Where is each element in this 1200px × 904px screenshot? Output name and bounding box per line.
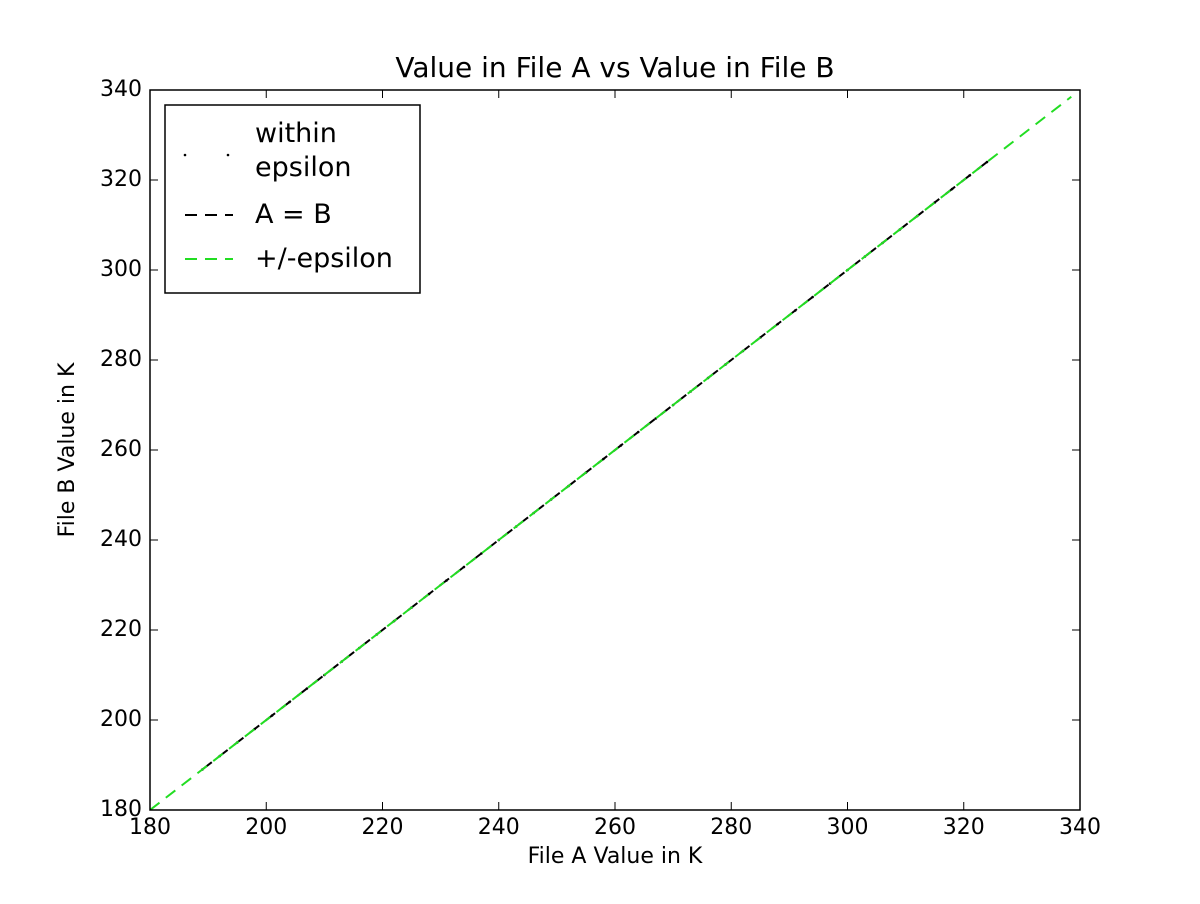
chart-title: Value in File A vs Value in File B <box>395 51 834 84</box>
y-tick-label: 280 <box>100 347 142 372</box>
x-tick-label: 180 <box>129 815 171 840</box>
x-tick-label: 240 <box>478 815 520 840</box>
legend-label-box: within epsilon <box>255 118 352 183</box>
y-tick-label: 240 <box>100 527 142 552</box>
legend-marker <box>226 153 230 157</box>
y-tick-label: 260 <box>100 437 142 462</box>
legend-label-box: +/-epsilon <box>255 243 393 274</box>
x-tick-label: 320 <box>943 815 985 840</box>
x-tick-label: 340 <box>1059 815 1101 840</box>
legend-label-box: A = B <box>255 199 332 230</box>
y-tick-label: 320 <box>100 167 142 192</box>
y-tick-label: 300 <box>100 257 142 282</box>
y-tick-label: 200 <box>100 707 142 732</box>
x-axis-label: File A Value in K <box>528 844 703 869</box>
legend-label: +/-epsilon <box>255 243 393 274</box>
x-tick-label: 300 <box>827 815 869 840</box>
legend-label: within epsilon <box>255 118 352 183</box>
y-axis-label: File B Value in K <box>55 362 80 537</box>
x-tick-label: 220 <box>362 815 404 840</box>
axes-frame <box>149 89 1081 811</box>
legend-marker <box>183 153 187 157</box>
x-tick-label: 260 <box>594 815 636 840</box>
legend-label: A = B <box>255 199 332 230</box>
x-tick-label: 200 <box>245 815 287 840</box>
x-tick-label: 280 <box>710 815 752 840</box>
data-layer <box>150 95 1072 810</box>
y-tick-label: 340 <box>100 77 142 102</box>
y-tick-label: 180 <box>100 797 142 822</box>
legend-box <box>164 104 421 294</box>
y-tick-label: 220 <box>100 617 142 642</box>
data-line <box>150 95 1072 810</box>
